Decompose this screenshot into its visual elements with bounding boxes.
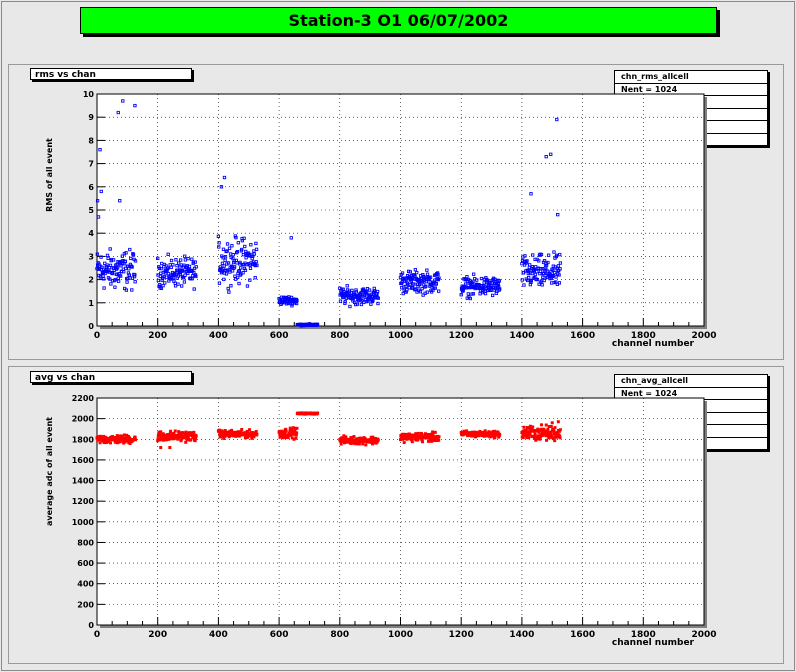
canvas-title: Station-3 O1 06/07/2002 <box>80 7 717 34</box>
pad-bottom <box>8 366 784 664</box>
stats-box-2: chn_avg_allcell Nent = 1024 Mean x = 763… <box>614 374 768 450</box>
stats-row: RMS x = 459.7 <box>615 424 767 437</box>
panel-2-label: avg vs chan <box>30 371 192 383</box>
stats-row: Mean y = 2.013 <box>615 107 767 121</box>
stats-row: RMS y = 66.23 <box>615 436 767 450</box>
stats-row: Mean y = 1851 <box>615 411 767 425</box>
stats-row: Nent = 1024 <box>615 386 767 400</box>
panel-1-label: rms vs chan <box>30 68 192 80</box>
stats-row: Nent = 1024 <box>615 82 767 96</box>
stats-title-2: chn_avg_allcell <box>621 376 689 385</box>
stats-row: RMS x = 459.6 <box>615 120 767 133</box>
stats-row: RMS y = 1.143 <box>615 132 767 146</box>
pad-top <box>8 64 784 360</box>
stats-row: Mean x = 763.5 <box>615 399 767 412</box>
stats-title-1: chn_rms_allcell <box>621 72 689 81</box>
stats-row: Mean x = 767.2 <box>615 95 767 108</box>
stats-box-1: chn_rms_allcell Nent = 1024 Mean x = 767… <box>614 70 768 146</box>
